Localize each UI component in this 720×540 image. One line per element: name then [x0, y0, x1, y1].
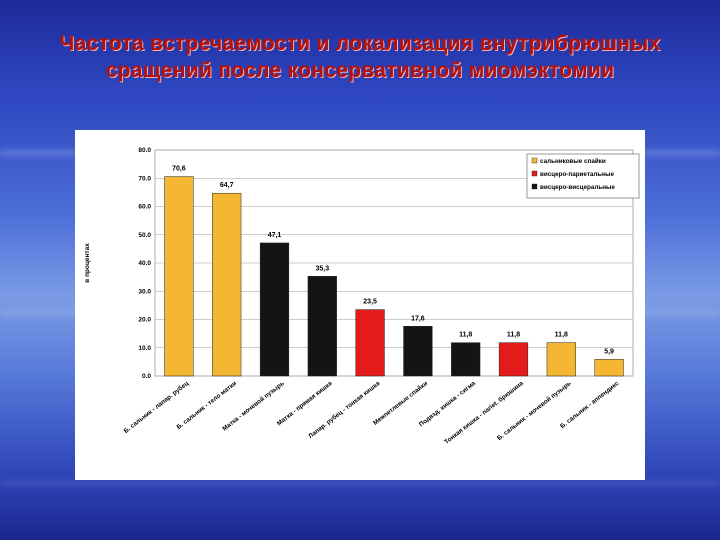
data-label: 5,9 — [604, 348, 614, 355]
y-tick-label: 30.0 — [138, 288, 151, 295]
bar — [498, 342, 529, 377]
chart-panel: 0.0 10.0 20.0 30.0 40.0 50.0 60.0 70.0 80.0 70,6 Б… — [75, 130, 645, 480]
data-label: 11,8 — [555, 332, 568, 339]
y-tick-label: 80.0 — [138, 147, 151, 154]
bar — [403, 326, 433, 377]
legend: сальниковые спайки висцеро-париетальные ви… — [526, 153, 640, 199]
bar-chart: 0.0 10.0 20.0 30.0 40.0 50.0 60.0 70.0 80.0 70,6 Б… — [84, 147, 640, 446]
bar — [212, 192, 242, 377]
bar — [594, 359, 624, 377]
y-tick-label: 0.0 — [142, 373, 151, 380]
bars — [164, 176, 624, 377]
legend-label: сальниковые спайки — [540, 157, 606, 165]
data-label: 64,7 — [220, 182, 234, 189]
y-tick-label: 40.0 — [138, 260, 151, 267]
y-tick-label: 10.0 — [138, 345, 151, 352]
data-label: 70,6 — [172, 166, 186, 173]
data-label: 17,6 — [411, 315, 425, 322]
y-tick-label: 70.0 — [138, 175, 151, 182]
slide-title: Частота встречаемости и локализация внут… — [59, 32, 661, 82]
data-label: 11,8 — [507, 332, 520, 339]
y-tick-label: 50.0 — [138, 232, 151, 239]
bar — [546, 342, 576, 377]
category-label: Б. сальник - мочевой пузырь — [495, 379, 572, 442]
legend-swatch — [531, 170, 538, 177]
y-tick-label: 20.0 — [138, 317, 151, 324]
legend-label: висцеро-париетальные — [540, 171, 614, 178]
y-axis-label: в процентах — [84, 243, 91, 283]
legend-box — [526, 153, 640, 199]
data-label: 11,8 — [459, 332, 472, 339]
category-label: Тонкая кишка - пariet. брюшина — [443, 379, 525, 446]
legend-swatch — [531, 157, 538, 164]
bar — [259, 242, 290, 377]
bar — [355, 309, 385, 377]
y-tick-label: 60.0 — [138, 204, 151, 211]
data-label: 23,5 — [363, 299, 377, 306]
data-label: 35,3 — [315, 265, 329, 272]
legend-swatch — [531, 183, 538, 190]
bar — [164, 176, 194, 377]
data-label: 47,1 — [268, 232, 282, 239]
bar — [451, 342, 481, 377]
legend-label: висцеро-висцеральные — [540, 184, 615, 191]
bar — [307, 276, 337, 377]
